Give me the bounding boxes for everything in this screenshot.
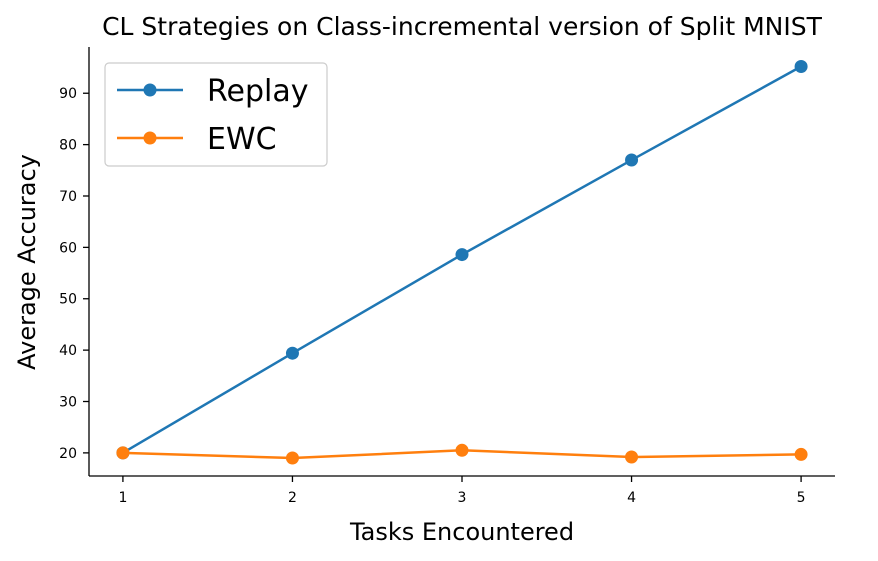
- y-tick-label: 90: [59, 86, 77, 102]
- series-ewc: [116, 443, 808, 465]
- y-tick-label: 60: [59, 240, 77, 256]
- x-tick-label: 3: [458, 490, 467, 506]
- legend-entry: EWC: [117, 122, 277, 157]
- x-ticks: 1 2 3 4 5: [118, 476, 806, 506]
- x-tick-label: 5: [797, 490, 806, 506]
- y-tick-label: 70: [59, 189, 77, 205]
- chart-title: CL Strategies on Class-incremental versi…: [102, 12, 823, 41]
- y-tick-label: 80: [59, 138, 77, 154]
- data-point: [794, 447, 808, 461]
- legend: Replay EWC: [104, 62, 328, 167]
- y-tick-label: 20: [59, 446, 77, 462]
- x-tick-label: 2: [288, 490, 297, 506]
- legend-label: Replay: [207, 74, 308, 109]
- data-point: [625, 450, 639, 464]
- series-layer: [116, 60, 808, 465]
- y-ticks: 20 30 40 50 60 70 80 90: [59, 86, 89, 462]
- data-point: [116, 446, 130, 460]
- data-point: [285, 451, 299, 465]
- data-point: [455, 248, 469, 262]
- legend-swatch-marker: [143, 131, 157, 145]
- y-axis-label: Average Accuracy: [13, 154, 41, 370]
- legend-swatch-marker: [143, 83, 157, 97]
- data-point: [285, 346, 299, 360]
- legend-entry: Replay: [117, 74, 308, 109]
- x-tick-label: 1: [118, 490, 127, 506]
- x-axis-label: Tasks Encountered: [349, 518, 574, 546]
- data-point: [625, 153, 639, 167]
- data-point: [794, 60, 808, 74]
- y-tick-label: 50: [59, 292, 77, 308]
- y-tick-label: 30: [59, 395, 77, 411]
- legend-label: EWC: [207, 122, 277, 157]
- data-point: [455, 443, 469, 457]
- x-tick-label: 4: [627, 490, 636, 506]
- y-tick-label: 40: [59, 343, 77, 359]
